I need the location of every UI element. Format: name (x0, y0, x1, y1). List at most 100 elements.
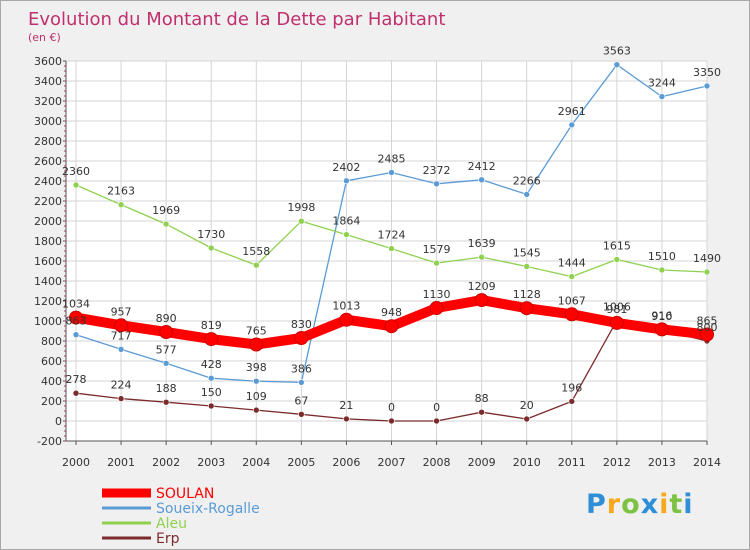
x-tick-label: 2009 (468, 456, 496, 469)
data-label: 865 (697, 315, 718, 328)
x-tick-label: 2010 (513, 456, 541, 469)
data-point (162, 220, 170, 228)
data-label: 224 (111, 379, 132, 392)
y-tick-label: 1800 (34, 235, 62, 248)
data-label: 2485 (378, 153, 406, 166)
data-label: 717 (111, 329, 132, 342)
data-label: 981 (606, 303, 627, 316)
data-label: 1128 (513, 288, 541, 301)
data-point (162, 359, 170, 367)
data-label: 1510 (648, 250, 676, 263)
data-label: 428 (201, 358, 222, 371)
data-point (654, 322, 669, 337)
data-point (117, 201, 125, 208)
data-label: 765 (246, 325, 267, 338)
x-tick-label: 2002 (152, 456, 180, 469)
data-label: 1730 (197, 228, 225, 241)
brand-letter: P (586, 489, 607, 520)
data-label: 863 (66, 315, 87, 328)
data-point (613, 61, 621, 69)
legend-label: SOULAN (156, 486, 214, 502)
data-point (523, 263, 531, 270)
data-point (252, 377, 260, 385)
y-tick-label: 1200 (34, 295, 62, 308)
x-tick-label: 2005 (287, 456, 315, 469)
data-label: 1864 (332, 215, 360, 228)
data-label: 819 (201, 319, 222, 332)
data-point (117, 345, 125, 353)
data-point (388, 169, 395, 176)
data-label: 1444 (558, 257, 586, 270)
data-label: 196 (561, 381, 582, 394)
data-point (207, 402, 215, 410)
data-point (478, 253, 485, 261)
proxiti-logo: Proxiti (586, 489, 694, 520)
data-label: 1209 (468, 280, 496, 293)
data-point (388, 417, 395, 425)
data-label: 1013 (332, 300, 360, 313)
data-label: 1490 (693, 252, 721, 265)
x-tick-label: 2004 (242, 456, 270, 469)
x-tick-label: 2001 (107, 456, 135, 469)
data-point (252, 261, 260, 269)
data-point (613, 256, 621, 263)
data-label: 890 (156, 312, 177, 325)
plot-area (66, 61, 707, 441)
data-label: 21 (339, 399, 353, 412)
y-tick-label: 3600 (34, 55, 62, 68)
data-point (700, 327, 714, 342)
data-label: 1639 (468, 237, 496, 250)
x-tick-label: 2011 (558, 456, 586, 469)
data-point (207, 244, 215, 252)
x-tick-label: 2000 (62, 456, 90, 469)
y-tick-label: 400 (41, 375, 62, 388)
data-label: 1067 (558, 294, 586, 307)
y-tick-label: 3000 (34, 115, 62, 128)
x-tick-label: 2008 (423, 456, 451, 469)
y-tick-label: 2000 (34, 215, 62, 228)
data-point (478, 176, 485, 184)
data-point (474, 293, 489, 308)
axes: -200020040060080010001200140016001800200… (34, 55, 721, 469)
chart-title: Evolution du Montant de la Dette par Hab… (28, 9, 445, 30)
data-label: 278 (66, 373, 87, 386)
brand-letter: r (606, 489, 622, 520)
data-point (478, 408, 485, 416)
data-point (343, 415, 350, 423)
data-point (384, 319, 399, 334)
data-point (69, 310, 83, 325)
data-label: 3563 (603, 45, 631, 58)
data-point (252, 406, 260, 414)
data-point (343, 177, 350, 185)
data-point (204, 332, 219, 347)
data-point (72, 389, 80, 397)
chart-subtitle: (en €) (28, 31, 61, 44)
data-point (72, 181, 80, 189)
brand-letter: x (640, 489, 660, 520)
data-point (568, 121, 576, 129)
data-point (519, 301, 534, 316)
legend-label: Soueix-Rogalle (156, 501, 260, 517)
data-label: 2961 (558, 105, 586, 118)
data-point (564, 307, 579, 322)
data-label: 2266 (513, 174, 541, 187)
data-label: 1998 (287, 201, 315, 214)
data-label: 2360 (62, 165, 90, 178)
data-point (249, 337, 264, 352)
y-tick-label: 800 (41, 335, 62, 348)
data-label: 830 (291, 318, 312, 331)
data-label: 1006 (603, 300, 631, 313)
data-point (298, 410, 305, 418)
data-point (429, 301, 444, 315)
data-point (568, 273, 576, 280)
x-tick-label: 2006 (332, 456, 360, 469)
y-tick-label: 1400 (34, 275, 62, 288)
series-lines (69, 61, 714, 425)
x-tick-label: 2003 (197, 456, 225, 469)
data-label: 386 (291, 362, 312, 375)
data-label: 1545 (513, 247, 541, 260)
data-point (343, 231, 350, 238)
